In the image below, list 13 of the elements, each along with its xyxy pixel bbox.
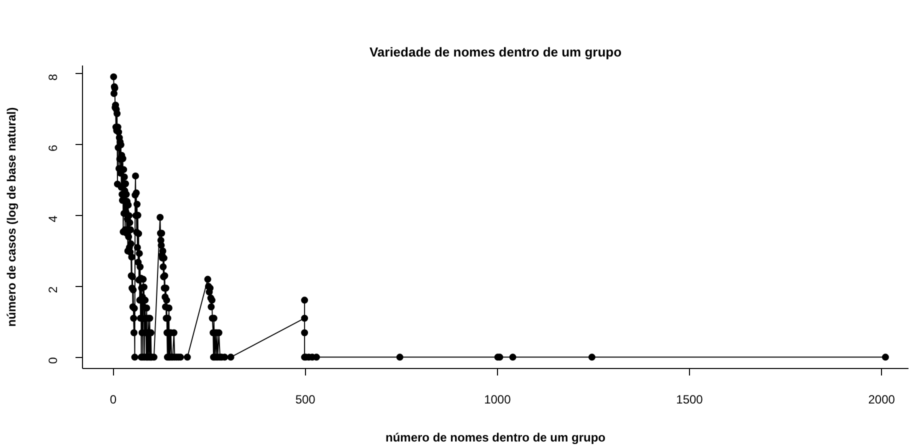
x-tick-label: 1000 [484,392,512,406]
y-axis-title: número de casos (log de base natural) [4,107,18,327]
y-tick-label: 8 [46,74,60,81]
y-tick-label: 6 [46,144,60,152]
x-tick-label: 1500 [676,392,704,406]
y-tick-label: 4 [46,215,60,222]
x-tick-label: 0 [110,392,117,406]
x-tick-label: 500 [295,392,316,406]
y-tick-label: 2 [46,286,60,294]
x-tick-label: 2000 [868,392,896,406]
chart-title: Variedade de nomes dentro de um grupo [369,44,622,60]
x-axis-title: número de nomes dentro de um grupo [385,430,606,444]
y-tick-label: 0 [46,356,60,364]
